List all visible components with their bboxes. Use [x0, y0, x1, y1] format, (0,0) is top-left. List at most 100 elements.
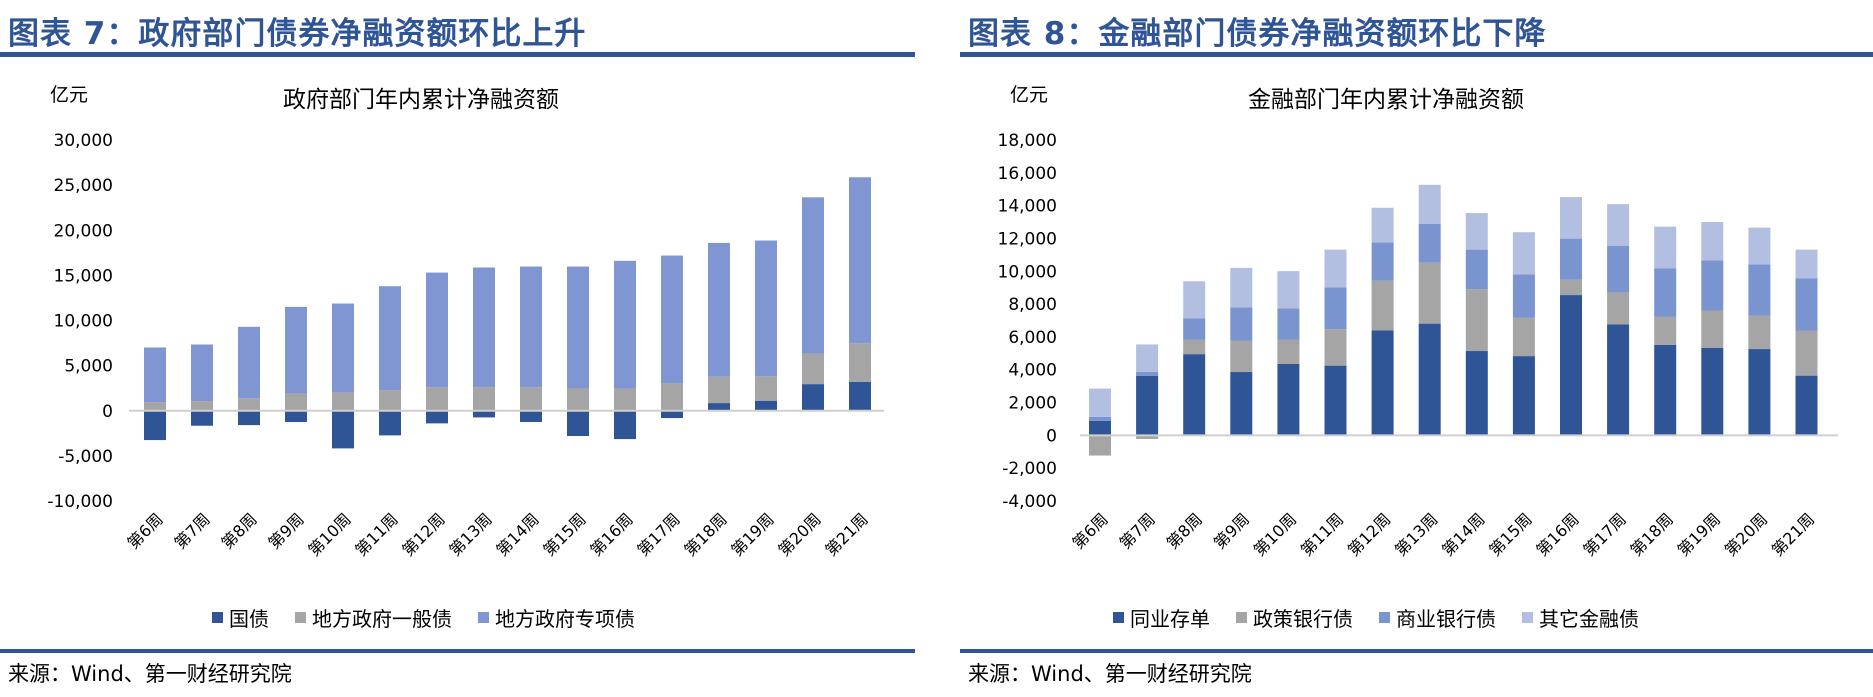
bar-segment: [238, 326, 260, 399]
x-tick-label: 第8周: [1163, 509, 1206, 552]
bar-segment: [1418, 323, 1441, 436]
legend-item: 其它金融债: [1522, 603, 1639, 632]
legend-label: 商业银行债: [1396, 607, 1496, 631]
bar-segment: [1512, 356, 1535, 436]
bar-segment: [238, 410, 260, 426]
bar-segment: [1136, 372, 1159, 376]
bar-segment: [1465, 249, 1488, 290]
bar-segment: [1136, 435, 1159, 439]
x-tick-label: 第14周: [492, 509, 542, 559]
bar-segment: [1089, 435, 1111, 456]
divider: [0, 52, 915, 57]
x-tick-label: 第11周: [351, 509, 401, 559]
bar-segment: [1183, 281, 1206, 319]
bar-segment: [520, 410, 542, 423]
bar-segment: [1418, 262, 1441, 324]
bar-segment: [1183, 318, 1206, 340]
legend-swatch: [1522, 612, 1533, 623]
bar-segment: [1560, 279, 1582, 296]
bar-segment: [1277, 308, 1300, 340]
bar-segment: [1607, 324, 1630, 436]
y-tick-label: 15,000: [54, 266, 113, 286]
bar-segment: [1418, 184, 1441, 224]
y-tick-label: 4,000: [1008, 361, 1057, 381]
x-tick-label: 第19周: [727, 509, 777, 559]
bar-segment: [1324, 329, 1347, 366]
bar-segment: [708, 242, 730, 377]
bar-segment: [1418, 223, 1441, 263]
bar-segment: [614, 260, 636, 389]
bar-segment: [144, 402, 166, 411]
x-tick-label: 第13周: [445, 509, 495, 559]
bar-segment: [1701, 347, 1724, 436]
legend-label: 政策银行债: [1253, 607, 1353, 631]
bar-segment: [614, 410, 636, 440]
bar-segment: [144, 410, 166, 441]
bar-segment: [1371, 280, 1394, 331]
bar-segment: [708, 403, 730, 411]
bar-segment: [426, 387, 448, 411]
bar-segment: [1465, 289, 1488, 352]
bar-segment: [426, 272, 448, 388]
legend-swatch: [295, 612, 306, 623]
bar-segment: [1324, 365, 1347, 436]
bar-segment: [332, 410, 354, 449]
bar-segment: [1371, 207, 1394, 243]
bar-segment: [849, 343, 871, 382]
bar-segment: [191, 344, 213, 402]
bar-segment: [1089, 388, 1111, 417]
bar-segment: [1277, 363, 1300, 436]
bar-segment: [191, 401, 213, 411]
x-tick-label: 第15周: [1485, 509, 1535, 559]
x-tick-label: 第17周: [1579, 509, 1629, 559]
bar-segment: [661, 410, 683, 419]
bar-segment: [1607, 204, 1630, 246]
y-axis-unit: 亿元: [50, 84, 89, 106]
figure-title: 图表 7：政府部门债券净融资额环比上升: [8, 16, 587, 52]
x-tick-label: 第19周: [1674, 509, 1724, 559]
bar-segment: [1512, 317, 1535, 357]
bar-segment: [567, 388, 589, 411]
legend-label: 国债: [229, 607, 269, 631]
y-axis-unit: 亿元: [1010, 84, 1049, 106]
y-tick-label: 18,000: [998, 131, 1057, 151]
bar-segment: [1654, 316, 1677, 345]
y-tick-label: 0: [102, 402, 113, 422]
x-tick-label: 第10周: [304, 509, 354, 559]
bar-segment: [285, 393, 307, 411]
bar-segment: [285, 306, 307, 394]
legend-swatch: [212, 612, 223, 623]
bar-segment: [144, 347, 166, 403]
y-tick-label: 20,000: [54, 221, 113, 241]
bar-segment: [567, 266, 589, 389]
bar-segment: [238, 398, 260, 411]
bar-segment: [1371, 330, 1394, 436]
x-tick-label: 第11周: [1297, 509, 1347, 559]
bar-segment: [1560, 238, 1582, 280]
bar-segment: [1607, 245, 1630, 293]
legend-item: 商业银行债: [1379, 603, 1496, 632]
bar-segment: [567, 410, 589, 437]
bar-segment: [849, 177, 871, 344]
bar-segment: [1465, 213, 1488, 250]
bar-segment: [191, 410, 213, 426]
bar-segment: [755, 400, 777, 411]
bar-segment: [1654, 344, 1677, 436]
y-tick-label: -5,000: [58, 447, 113, 467]
bar-segment: [332, 392, 354, 411]
legend-label: 地方政府一般债: [312, 607, 452, 631]
x-tick-label: 第13周: [1391, 509, 1441, 559]
bar-segment: [1089, 416, 1111, 421]
x-tick-label: 第18周: [680, 509, 730, 559]
x-tick-label: 第8周: [218, 509, 261, 552]
bar-segment: [708, 376, 730, 404]
x-tick-label: 第12周: [398, 509, 448, 559]
bar-segment: [1277, 339, 1300, 364]
bar-segment: [1136, 375, 1159, 436]
bar-segment: [1701, 260, 1724, 311]
x-tick-label: 第10周: [1250, 509, 1300, 559]
bar-segment: [802, 197, 824, 354]
bar-segment: [285, 410, 307, 423]
bar-segment: [473, 267, 495, 388]
legend: 国债 地方政府一般债 地方政府专项债: [212, 603, 635, 632]
